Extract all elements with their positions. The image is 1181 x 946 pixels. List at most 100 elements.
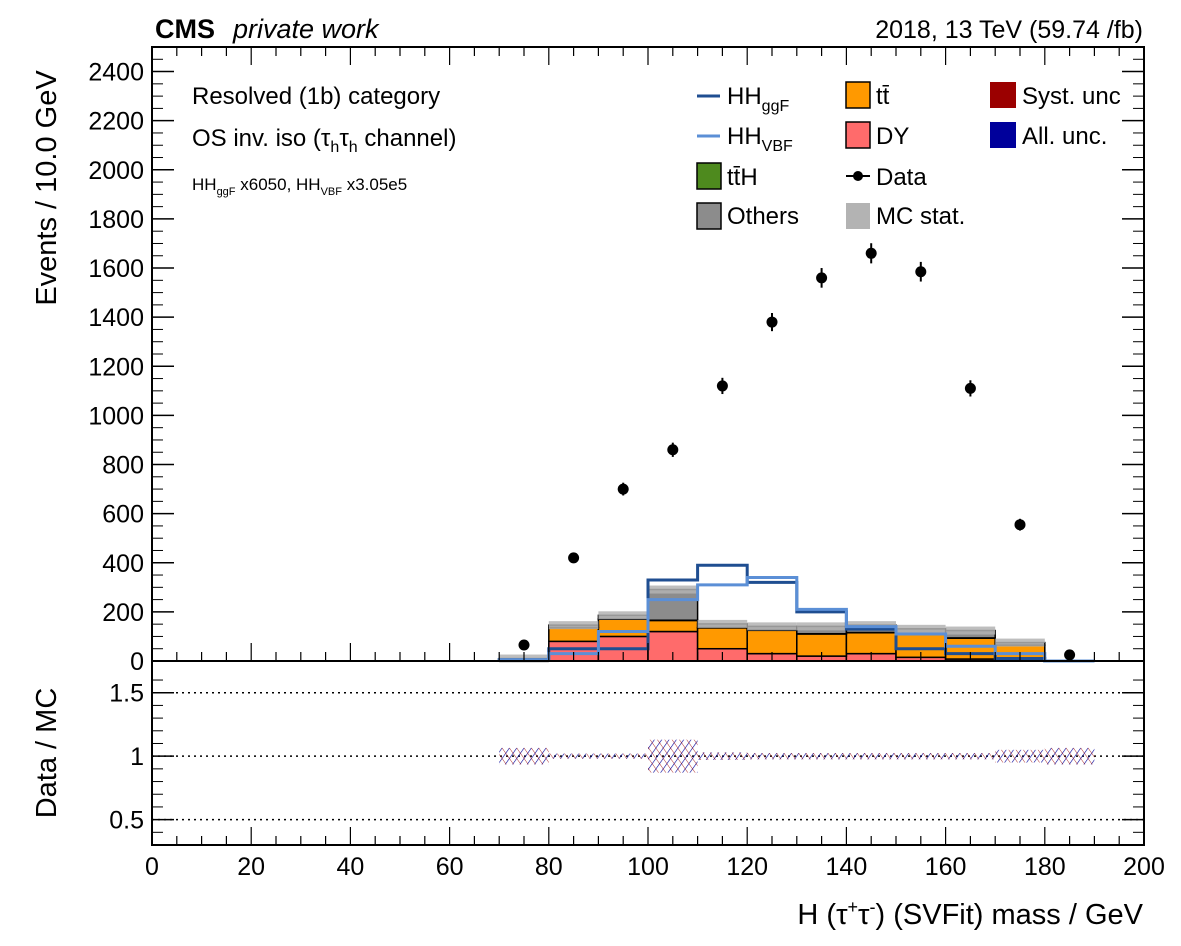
x-tick-label-140: 140 <box>826 853 868 881</box>
ratio-y-tick-label-0: 0.5 <box>109 807 144 835</box>
legend: HHggF HHVBF tt̄H Others tt̄ DY Data MC s… <box>696 81 1121 230</box>
ratio-unc-syst-bin-5 <box>747 753 797 760</box>
y-tick-label-0: 0 <box>130 648 144 676</box>
ratio-unc-syst-bin-0 <box>499 747 549 765</box>
x-axis-title: H (τ+τ-) (SVFit) mass / GeV <box>797 897 1143 931</box>
stacked-backgrounds <box>498 585 1046 663</box>
plot-header: CMS private work 2018, 13 TeV (59.74 /fb… <box>155 14 1143 44</box>
mcstat-band-bin-3 <box>648 585 698 594</box>
mcstat-band-bin-1 <box>548 621 599 630</box>
legend-dy-label: DY <box>876 123 909 150</box>
legend-others-label: Others <box>727 203 799 230</box>
legend-dy-swatch <box>845 121 871 149</box>
ratio-unc-syst-bin-10 <box>995 749 1045 763</box>
ratio-content <box>152 691 1144 821</box>
legend-ggf-label: HHggF <box>727 83 789 115</box>
mcstat-band-bin-2 <box>598 611 648 620</box>
x-tick-label-60: 60 <box>436 853 464 881</box>
legend-mcstat-swatch <box>846 203 870 229</box>
data-point-2 <box>617 483 629 495</box>
data-point-9 <box>964 382 976 394</box>
ratio-unc-syst-bin-11 <box>1044 747 1095 765</box>
private-work-label: private work <box>232 14 380 44</box>
y-tick-label-600: 600 <box>102 501 144 529</box>
bar-ttbar-bin-1 <box>548 627 600 643</box>
y-tick-label-1400: 1400 <box>88 304 144 332</box>
y-tick-label-2400: 2400 <box>88 59 144 87</box>
data-points <box>518 243 1076 661</box>
x-tick-label-80: 80 <box>535 853 563 881</box>
legend-all-label: All. unc. <box>1022 123 1107 150</box>
ratio-unc-syst-bin-7 <box>846 753 896 760</box>
y-tick-label-1000: 1000 <box>88 402 144 430</box>
data-point-8 <box>915 266 927 278</box>
mcstat-band-bin-9 <box>945 626 996 635</box>
legend-ttbar-label: tt̄ <box>876 83 890 110</box>
x-tick-label-120: 120 <box>726 853 768 881</box>
mcstat-band-bin-10 <box>995 638 1045 647</box>
y-tick-label-2000: 2000 <box>88 157 144 185</box>
ratio-unc-syst-bin-8 <box>896 753 946 760</box>
legend-data-label: Data <box>876 164 927 191</box>
y-tick-label-200: 200 <box>102 599 144 627</box>
ratio-unc-syst-bin-6 <box>796 753 847 760</box>
region-label: OS inv. iso (τhτh channel) <box>192 125 456 156</box>
data-point-3 <box>667 444 679 456</box>
ratio-y-axis-title: Data / MC <box>31 688 63 819</box>
annotations: Resolved (1b) category OS inv. iso (τhτh… <box>192 83 456 198</box>
legend-syst-swatch <box>990 82 1016 108</box>
ratio-y-tick-label-2: 1.5 <box>109 680 144 708</box>
data-point-0 <box>518 639 530 651</box>
bar-others-bin-3 <box>647 588 699 621</box>
axes: 0200400600800100012001400160018002000220… <box>88 46 1165 881</box>
x-tick-label-180: 180 <box>1024 853 1066 881</box>
ratio-unc-syst-bin-2 <box>598 753 648 759</box>
legend-tth-swatch <box>696 162 722 190</box>
x-tick-label-100: 100 <box>627 853 669 881</box>
legend-all-swatch <box>990 122 1016 148</box>
bar-ttbar-bin-5 <box>746 629 798 655</box>
y-tick-label-1200: 1200 <box>88 353 144 381</box>
ratio-unc-syst-bin-3 <box>648 739 698 773</box>
mcstat-band-bin-5 <box>747 622 797 631</box>
ratio-unc-syst-bin-9 <box>945 753 996 760</box>
data-point-6 <box>816 272 828 284</box>
mcstat-band-bin-8 <box>896 624 946 633</box>
data-point-10 <box>1014 519 1026 531</box>
scale-factors-label: HHggF x6050, HHVBF x3.05e5 <box>192 175 407 198</box>
y-tick-label-800: 800 <box>102 452 144 480</box>
bar-ttbar-bin-4 <box>696 627 748 650</box>
category-label: Resolved (1b) category <box>192 83 440 110</box>
bar-ttbar-bin-3 <box>647 619 699 633</box>
lumi-label: 2018, 13 TeV (59.74 /fb) <box>875 16 1143 44</box>
y-tick-label-2200: 2200 <box>88 108 144 136</box>
x-tick-label-20: 20 <box>237 853 265 881</box>
cms-label: CMS <box>155 14 215 44</box>
ratio-unc-syst-bin-1 <box>548 753 599 759</box>
x-tick-label-160: 160 <box>925 853 967 881</box>
legend-ttbar-swatch <box>845 81 871 109</box>
ratio-y-tick-label-1: 1 <box>130 743 144 771</box>
y-tick-label-1800: 1800 <box>88 206 144 234</box>
ratio-frame <box>151 660 1145 846</box>
data-point-5 <box>766 316 778 328</box>
x-tick-label-40: 40 <box>336 853 364 881</box>
mcstat-band-bin-4 <box>697 619 748 628</box>
x-tick-label-200: 200 <box>1123 853 1165 881</box>
legend-others-swatch <box>696 202 722 230</box>
bar-ttbar-bin-2 <box>597 618 649 638</box>
y-tick-label-1600: 1600 <box>88 255 144 283</box>
legend-tth-label: tt̄H <box>727 164 758 191</box>
legend-data-marker <box>853 171 863 181</box>
data-point-1 <box>568 552 580 564</box>
data-point-7 <box>865 247 877 259</box>
y-tick-label-400: 400 <box>102 550 144 578</box>
legend-vbf-label: HHVBF <box>727 123 793 155</box>
ratio-unc-syst-bin-4 <box>697 752 748 760</box>
y-axis-title: Events / 10.0 GeV <box>31 70 63 306</box>
mcstat-band-bin-6 <box>796 622 847 631</box>
x-tick-label-0: 0 <box>145 853 159 881</box>
bar-ttbar-bin-7 <box>845 632 897 655</box>
data-point-4 <box>716 380 728 392</box>
